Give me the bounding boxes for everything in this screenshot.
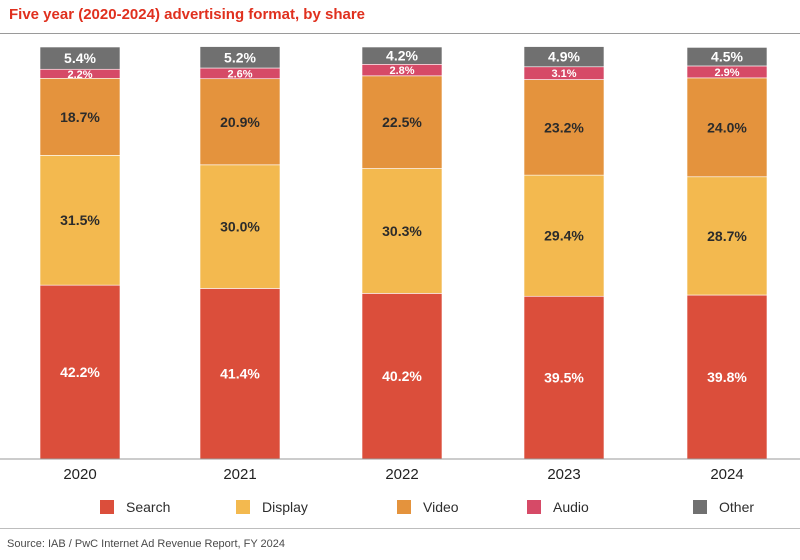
legend-swatch-other <box>693 500 707 514</box>
bar-segment-video-2020 <box>39 78 121 156</box>
data-label-audio-2021: 2.6% <box>227 68 252 80</box>
title-divider <box>0 33 800 34</box>
data-label-video-2022: 22.5% <box>382 114 422 130</box>
bar-segment-search-2021 <box>199 288 281 460</box>
bar-segment-display-2023 <box>523 174 605 297</box>
data-label-display-2021: 30.0% <box>220 219 260 235</box>
bar-segment-video-2022 <box>361 75 443 169</box>
bar-segment-video-2021 <box>199 78 281 166</box>
legend-item-audio: Audio <box>527 499 589 515</box>
data-label-other-2022: 4.2% <box>386 48 418 64</box>
data-label-video-2020: 18.7% <box>60 109 100 125</box>
bar-segment-display-2024 <box>686 176 768 296</box>
source-note: Source: IAB / PwC Internet Ad Revenue Re… <box>7 538 286 550</box>
data-label-search-2022: 40.2% <box>382 368 422 384</box>
data-label-other-2023: 4.9% <box>548 49 580 65</box>
data-label-display-2020: 31.5% <box>60 212 100 228</box>
data-label-search-2023: 39.5% <box>544 370 584 386</box>
x-tick-label-2021: 2021 <box>223 466 256 483</box>
legend-label-search: Search <box>126 499 171 515</box>
legend-swatch-search <box>100 500 114 514</box>
bar-segment-other-2022 <box>361 46 443 65</box>
labels-layer: 42.2% 31.5% 18.7% 2.2% 5.4% 41.4% 30.0% 20.9% 2.… <box>60 48 747 386</box>
x-tick-labels: 2020 2021 2022 2023 2024 <box>63 466 743 483</box>
stacked-bar-chart: 42.2% 31.5% 18.7% 2.2% 5.4% 41.4% 30.0% 20.9% 2.… <box>0 46 800 483</box>
data-label-audio-2022: 2.8% <box>389 65 414 77</box>
bar-segment-search-2022 <box>361 293 443 460</box>
data-label-audio-2023: 3.1% <box>551 68 576 80</box>
data-label-audio-2024: 2.9% <box>714 67 739 79</box>
legend-label-other: Other <box>719 499 755 515</box>
data-label-search-2021: 41.4% <box>220 366 260 382</box>
bar-segment-display-2021 <box>199 164 281 289</box>
legend-item-video: Video <box>397 499 459 515</box>
bar-segment-search-2020 <box>39 284 121 460</box>
x-tick-label-2022: 2022 <box>385 466 418 483</box>
data-label-video-2024: 24.0% <box>707 119 747 135</box>
legend-label-audio: Audio <box>553 499 589 515</box>
data-label-display-2024: 28.7% <box>707 228 747 244</box>
data-label-video-2023: 23.2% <box>544 119 584 135</box>
data-label-display-2022: 30.3% <box>382 223 422 239</box>
x-tick-label-2024: 2024 <box>710 466 743 483</box>
footer-divider <box>0 528 800 529</box>
legend-label-display: Display <box>262 499 308 515</box>
legend-item-search: Search <box>100 499 170 515</box>
bars-layer <box>39 46 768 460</box>
x-tick-label-2023: 2023 <box>547 466 580 483</box>
bar-segment-other-2024 <box>686 47 768 67</box>
bar-segment-search-2023 <box>523 295 605 460</box>
data-label-display-2023: 29.4% <box>544 228 584 244</box>
legend-item-display: Display <box>236 499 308 515</box>
data-label-other-2021: 5.2% <box>224 49 256 65</box>
bar-segment-other-2023 <box>523 46 605 68</box>
legend-label-video: Video <box>423 499 459 515</box>
bar-segment-other-2020 <box>39 46 121 70</box>
bar-segment-display-2022 <box>361 168 443 294</box>
chart-title: Five year (2020-2024) advertising format… <box>9 6 366 23</box>
bar-segment-other-2021 <box>199 46 281 69</box>
legend-swatch-display <box>236 500 250 514</box>
legend-swatch-audio <box>527 500 541 514</box>
bar-segment-video-2023 <box>523 79 605 176</box>
data-label-search-2020: 42.2% <box>60 364 100 380</box>
data-label-video-2021: 20.9% <box>220 114 260 130</box>
bar-segment-video-2024 <box>686 77 768 178</box>
data-label-audio-2020: 2.2% <box>67 69 92 81</box>
data-label-other-2020: 5.4% <box>64 50 96 66</box>
legend-item-other: Other <box>693 499 754 515</box>
data-label-other-2024: 4.5% <box>711 49 743 65</box>
bar-segment-search-2024 <box>686 294 768 460</box>
legend-swatch-video <box>397 500 411 514</box>
x-tick-label-2020: 2020 <box>63 466 96 483</box>
data-label-search-2024: 39.8% <box>707 369 747 385</box>
